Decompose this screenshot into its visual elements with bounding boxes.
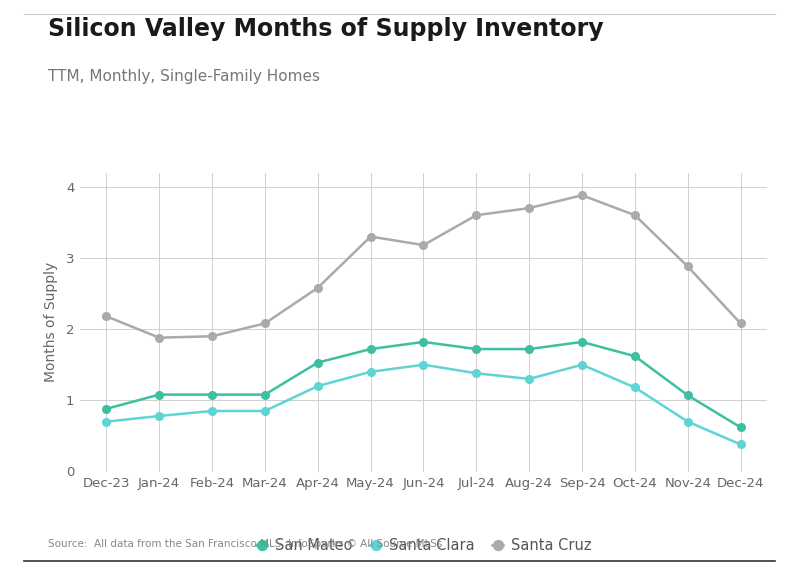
San Mateo (154, 391, 164, 398)
Santa Clara (524, 375, 534, 382)
Santa Cruz (736, 320, 745, 327)
Santa Cruz (524, 205, 534, 212)
Santa Clara (207, 408, 217, 415)
Text: Source:  All data from the San Francisco MLS. InfoSparks © All Source MLSs: Source: All data from the San Francisco … (48, 539, 443, 549)
Santa Clara (313, 382, 323, 389)
San Mateo (683, 392, 693, 399)
Text: Silicon Valley Months of Supply Inventory: Silicon Valley Months of Supply Inventor… (48, 17, 603, 41)
San Mateo (577, 339, 586, 346)
San Mateo (630, 352, 640, 359)
Santa Cruz (577, 192, 586, 199)
Santa Cruz (471, 212, 481, 218)
Line: San Mateo: San Mateo (102, 338, 745, 431)
Santa Clara (683, 418, 693, 425)
Line: Santa Clara: Santa Clara (102, 361, 745, 449)
Santa Clara (154, 412, 164, 419)
San Mateo (313, 359, 323, 366)
San Mateo (419, 339, 428, 346)
San Mateo (736, 424, 745, 431)
San Mateo (101, 405, 111, 412)
Santa Clara (260, 408, 270, 415)
Text: TTM, Monthly, Single-Family Homes: TTM, Monthly, Single-Family Homes (48, 69, 320, 84)
San Mateo (366, 346, 376, 352)
Santa Cruz (313, 285, 323, 292)
Santa Clara (101, 418, 111, 425)
Santa Cruz (630, 212, 640, 218)
Santa Clara (471, 370, 481, 377)
Legend: San Mateo, Santa Clara, Santa Cruz: San Mateo, Santa Clara, Santa Cruz (250, 532, 597, 559)
Santa Cruz (366, 233, 376, 240)
Line: Santa Cruz: Santa Cruz (102, 191, 745, 342)
Santa Cruz (101, 313, 111, 320)
San Mateo (471, 346, 481, 352)
Santa Cruz (207, 333, 217, 340)
San Mateo (524, 346, 534, 352)
Santa Cruz (419, 242, 428, 248)
Santa Cruz (260, 320, 270, 327)
Santa Cruz (683, 263, 693, 270)
Santa Clara (736, 441, 745, 448)
Santa Cruz (154, 334, 164, 341)
San Mateo (207, 391, 217, 398)
San Mateo (260, 391, 270, 398)
Santa Clara (577, 361, 586, 368)
Y-axis label: Months of Supply: Months of Supply (43, 262, 58, 382)
Santa Clara (366, 369, 376, 375)
Santa Clara (419, 361, 428, 368)
Santa Clara (630, 384, 640, 391)
